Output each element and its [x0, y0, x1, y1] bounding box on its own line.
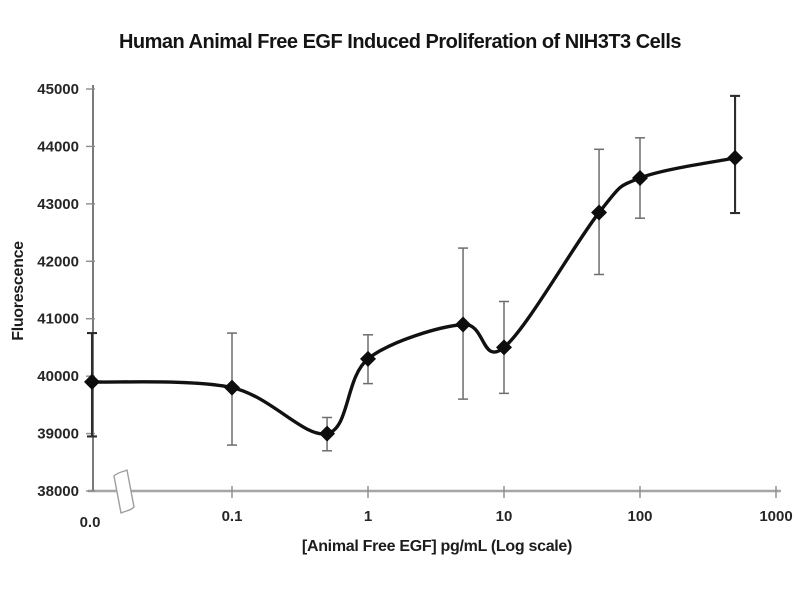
data-point-marker [84, 373, 100, 390]
data-point-marker [319, 425, 336, 442]
y-tick-label: 43000 [37, 196, 79, 213]
data-point-marker [224, 379, 240, 396]
y-tick-label: 40000 [37, 368, 79, 385]
y-tick-label: 38000 [37, 483, 79, 500]
x-tick-label: 1000 [759, 508, 792, 525]
data-point-marker [455, 316, 472, 333]
data-point-marker [591, 204, 608, 221]
y-tick-label: 44000 [37, 138, 79, 155]
data-point-marker [727, 149, 744, 166]
series-line [90, 156, 737, 436]
axis-break-icon [113, 469, 135, 514]
x-tick-label: 1 [364, 508, 372, 525]
x-tick-label: 0.0 [80, 514, 101, 531]
y-tick-label: 42000 [37, 253, 79, 270]
data-point-marker [496, 339, 512, 356]
chart-title: Human Animal Free EGF Induced Proliferat… [118, 31, 682, 53]
data-point-marker [632, 170, 648, 187]
x-tick-label: 10 [496, 508, 513, 525]
y-tick-label: 41000 [37, 311, 79, 328]
x-tick-label: 100 [627, 508, 652, 525]
data-point-marker [360, 350, 376, 367]
x-axis-title: [Animal Free EGF] pg/mL (Log scale) [301, 538, 573, 555]
y-tick-label: 39000 [37, 426, 79, 443]
y-tick-label: 45000 [37, 81, 79, 98]
x-tick-label: 0.1 [222, 508, 243, 525]
